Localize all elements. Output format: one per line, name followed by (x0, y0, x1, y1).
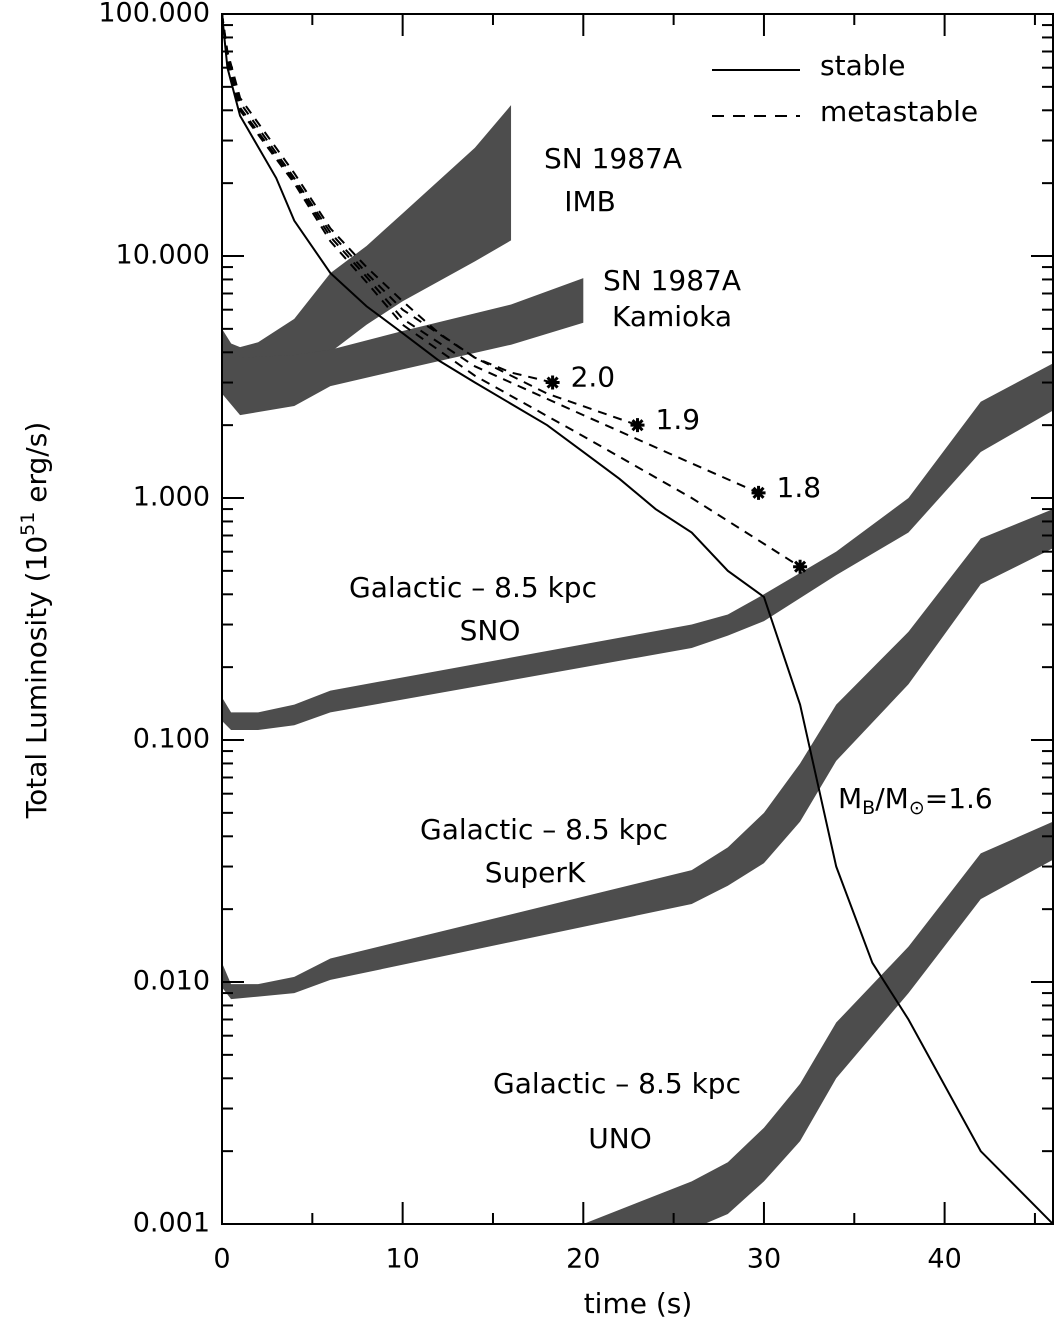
end-marker (545, 375, 560, 390)
x-tick-label: 40 (927, 1244, 961, 1275)
y-title-part: erg/s) (20, 422, 53, 512)
band-label: SuperK (485, 856, 586, 889)
label-part: =1.6 (925, 782, 993, 815)
y-title-part: Total Luminosity (10 (20, 536, 53, 819)
label-part: ⊙ (909, 797, 925, 819)
x-tick-label: 0 (213, 1244, 230, 1275)
band (222, 105, 512, 383)
x-tick-label: 20 (566, 1244, 600, 1275)
label-part: /M (875, 782, 909, 815)
y-axis-title: Total Luminosity (1051 erg/s) (17, 422, 54, 820)
line (222, 14, 1053, 1224)
y-tick-label: 1.000 (133, 482, 210, 513)
x-tick-label: 10 (385, 1244, 419, 1275)
curve-label: 1.9 (656, 403, 701, 436)
y-tick-label: 100.000 (98, 0, 210, 29)
x-axis-title: time (s) (584, 1287, 693, 1320)
end-marker (751, 485, 766, 500)
band-label: Galactic – 8.5 kpc (493, 1067, 741, 1100)
band (222, 509, 1053, 1000)
legend-label: metastable (820, 95, 978, 128)
band-label: UNO (588, 1122, 651, 1155)
curve-label: 2.0 (571, 361, 616, 394)
band (222, 278, 584, 416)
plot-area (222, 14, 1053, 1224)
y-tick-label: 0.010 (133, 966, 210, 997)
band-label: Galactic – 8.5 kpc (349, 571, 597, 604)
band-label: Galactic – 8.5 kpc (420, 813, 668, 846)
line (222, 14, 759, 494)
band-label: SNO (460, 614, 521, 647)
curve-label: MB/M⊙=1.6 (838, 782, 993, 819)
band (222, 363, 1053, 730)
label-part: M (838, 782, 862, 815)
y-tick-label: 10.000 (116, 240, 210, 271)
label-part: B (862, 797, 875, 819)
line (222, 14, 801, 568)
end-marker (793, 559, 808, 574)
x-tick-label: 30 (747, 1244, 781, 1275)
band (583, 821, 1053, 1224)
y-tick-label: 0.001 (133, 1208, 210, 1239)
y-title-sup: 51 (17, 512, 39, 536)
curve-label: 1.8 (777, 471, 822, 504)
band-label: SN 1987A (544, 142, 682, 175)
y-tick-label: 0.100 (133, 724, 210, 755)
band-label: Kamioka (612, 300, 732, 333)
plot-frame (221, 13, 1054, 1225)
end-marker (630, 418, 645, 433)
legend-label: stable (820, 49, 906, 82)
band-label: SN 1987A (603, 264, 741, 297)
band-label: IMB (564, 185, 616, 218)
